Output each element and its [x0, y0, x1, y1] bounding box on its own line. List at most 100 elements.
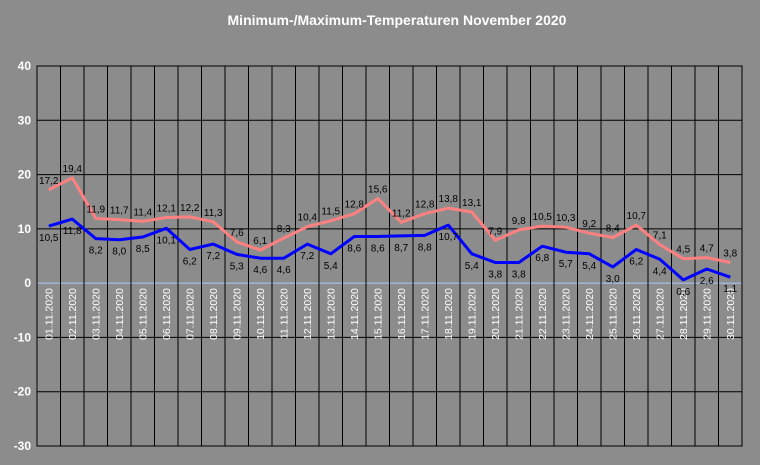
y-tick-label: 20 [18, 168, 32, 182]
min-data-label: 6,2 [629, 256, 643, 267]
min-data-label: 5,4 [582, 261, 596, 272]
max-data-label: 13,8 [439, 194, 459, 205]
min-data-label: 8,8 [418, 242, 432, 253]
max-data-label: 12,2 [180, 203, 200, 214]
x-tick-label: 06.11.2020 [161, 288, 173, 340]
min-data-label: 5,4 [465, 261, 479, 272]
max-data-label: 3,8 [723, 249, 737, 260]
max-data-label: 8,3 [277, 224, 291, 235]
max-temperature-line [48, 176, 731, 264]
x-tick-label: 11.11.2020 [279, 288, 291, 339]
min-data-label: 8,7 [394, 243, 408, 254]
min-data-label: 3,8 [488, 270, 502, 281]
max-data-label: 10,4 [298, 213, 318, 224]
min-data-label: 5,7 [559, 259, 573, 270]
x-tick-label: 02.11.2020 [67, 288, 79, 340]
max-data-label: 11,5 [321, 207, 340, 218]
max-data-label: 13,1 [462, 198, 482, 209]
min-data-label: 2,6 [700, 276, 714, 287]
max-data-label: 10,7 [627, 211, 647, 222]
max-data-label: 7,1 [653, 231, 667, 242]
x-tick-label: 10.11.2020 [255, 288, 267, 340]
x-tick-label: 27.11.2020 [655, 288, 667, 340]
x-tick-label: 20.11.2020 [490, 288, 502, 340]
max-data-label: 19,4 [63, 164, 83, 175]
min-data-label: 3,8 [512, 270, 526, 281]
x-tick-label: 04.11.2020 [114, 288, 126, 340]
y-tick-label: -10 [14, 330, 32, 344]
x-tick-label: 30.11.2020 [725, 288, 737, 340]
chart-title: Minimum-/Maximum-Temperaturen November 2… [228, 12, 567, 28]
min-data-label: 8,0 [112, 247, 126, 258]
min-data-label: 5,3 [230, 261, 244, 272]
x-tick-label: 24.11.2020 [584, 288, 596, 340]
max-data-label: 9,2 [582, 219, 596, 230]
y-tick-label: -20 [14, 385, 32, 399]
y-tick-label: 30 [18, 113, 32, 127]
x-tick-label: 05.11.2020 [138, 288, 150, 340]
min-data-label: 5,4 [324, 261, 338, 272]
x-tick-label: 23.11.2020 [561, 288, 573, 340]
max-data-label: 12,8 [415, 200, 435, 211]
x-tick-label: 26.11.2020 [631, 288, 643, 340]
max-data-label: 6,1 [253, 236, 267, 247]
max-data-label: 11,3 [204, 208, 223, 219]
max-data-label: 11,7 [110, 206, 129, 217]
x-tick-label: 03.11.2020 [91, 288, 103, 340]
max-data-label: 11,2 [392, 208, 411, 219]
min-data-label: 7,2 [300, 251, 314, 262]
series-lines [48, 176, 731, 282]
min-data-label: 4,4 [653, 266, 667, 277]
max-data-label: 7,6 [230, 228, 244, 239]
y-tick-label: 10 [18, 222, 32, 236]
x-tick-label: 01.11.2020 [44, 288, 56, 340]
min-data-label: 8,5 [136, 244, 150, 255]
min-data-label: 4,6 [253, 265, 267, 276]
max-data-label: 9,8 [512, 216, 526, 227]
min-data-label: 1,1 [723, 284, 737, 295]
max-data-label: 4,7 [700, 244, 714, 255]
max-data-label: 8,4 [606, 224, 620, 235]
max-data-label: 11,9 [86, 205, 105, 216]
max-data-label: 15,6 [368, 184, 388, 195]
min-data-label: 0,6 [676, 287, 690, 298]
x-tick-label: 13.11.2020 [326, 288, 338, 340]
x-axis: 01.11.2020 02.11.2020 03.11.2020 04.11.2020… [44, 288, 738, 340]
max-data-label: 10,3 [556, 213, 576, 224]
max-data-label: 7,9 [488, 226, 502, 237]
x-tick-label: 12.11.2020 [302, 288, 314, 340]
min-data-label: 8,6 [347, 243, 361, 254]
max-data-label: 11,4 [133, 207, 152, 218]
min-temperature-line [48, 217, 731, 282]
x-tick-label: 14.11.2020 [349, 288, 361, 340]
x-tick-label: 18.11.2020 [443, 288, 455, 340]
max-data-label: 4,5 [676, 245, 690, 256]
y-axis: 40 30 20 10 0 -10 -20 -30 [14, 59, 32, 453]
data-labels: 17,2 19,4 11,9 11,7 11,4 12,1 12,2 11,3 7,6 6,1 8,… [39, 164, 738, 298]
y-tick-label: 0 [24, 276, 31, 290]
min-data-label: 10,7 [439, 232, 459, 243]
x-tick-label: 22.11.2020 [537, 288, 549, 340]
x-tick-label: 16.11.2020 [396, 288, 408, 340]
min-data-label: 10,1 [157, 235, 177, 246]
min-data-label: 6,8 [535, 253, 549, 264]
x-tick-label: 28.11.2020 [678, 288, 690, 340]
x-tick-label: 19.11.2020 [467, 288, 479, 340]
max-data-label: 10,5 [533, 212, 553, 223]
max-data-label: 12,1 [157, 203, 177, 214]
y-tick-label: 40 [18, 59, 32, 73]
max-data-label: 12,8 [345, 200, 365, 211]
x-tick-label: 08.11.2020 [208, 288, 220, 340]
min-data-label: 11,8 [63, 226, 82, 237]
min-data-label: 8,6 [371, 243, 385, 254]
min-data-label: 6,2 [183, 256, 197, 267]
x-tick-label: 29.11.2020 [702, 288, 714, 340]
min-data-label: 7,2 [206, 251, 220, 262]
y-tick-label: -30 [14, 439, 32, 453]
plot-grid [36, 65, 743, 447]
x-tick-label: 15.11.2020 [373, 288, 385, 340]
x-tick-label: 07.11.2020 [185, 288, 197, 340]
max-data-label: 17,2 [39, 176, 59, 187]
min-data-label: 3,0 [606, 274, 620, 285]
